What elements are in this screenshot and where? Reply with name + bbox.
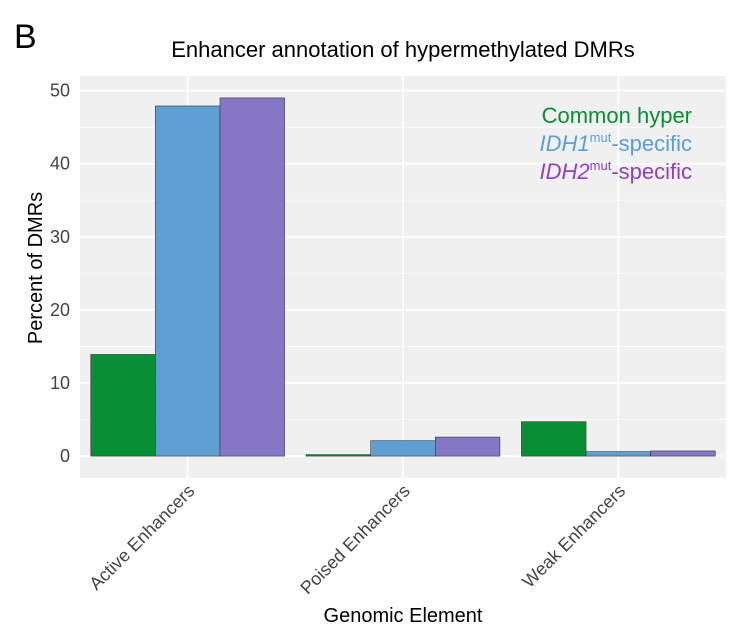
bar-2-0 — [521, 421, 587, 457]
y-axis-title: Percent of DMRs — [25, 192, 47, 344]
bar-0-2 — [219, 97, 285, 457]
bar-2-2 — [650, 450, 716, 457]
bar-2-1 — [585, 451, 651, 457]
y-tick-label: 40 — [50, 154, 70, 174]
legend-entry: Common hyper — [542, 103, 692, 128]
x-tick-label: Poised Enhancers — [296, 481, 413, 598]
y-tick-label: 0 — [60, 446, 70, 466]
bar-0-0 — [90, 354, 156, 457]
legend: Common hyperIDH1mut-specificIDH2mut-spec… — [540, 103, 692, 184]
bar-1-1 — [370, 440, 436, 457]
y-tick-label: 30 — [50, 227, 70, 247]
y-tick-label: 20 — [50, 300, 70, 320]
y-tick-label: 50 — [50, 81, 70, 101]
y-tick-label: 10 — [50, 373, 70, 393]
legend-entry: IDH1mut-specific — [540, 130, 692, 156]
x-axis-title: Genomic Element — [324, 605, 483, 627]
x-tick-labels: Active Enhancers Poised Enhancers Weak Enh… — [85, 481, 629, 598]
y-tick-labels: 0 10 20 30 40 50 — [50, 81, 70, 466]
bar-1-2 — [434, 436, 501, 457]
bar-1-0 — [305, 454, 372, 457]
bars — [90, 97, 716, 457]
x-tick-label: Weak Enhancers — [518, 481, 629, 592]
bar-0-1 — [155, 105, 221, 457]
legend-entry: IDH2mut-specific — [540, 158, 692, 184]
x-tick-label: Active Enhancers — [85, 481, 198, 594]
panel-label: B — [14, 18, 37, 56]
chart-title: Enhancer annotation of hypermethylated D… — [171, 37, 634, 62]
